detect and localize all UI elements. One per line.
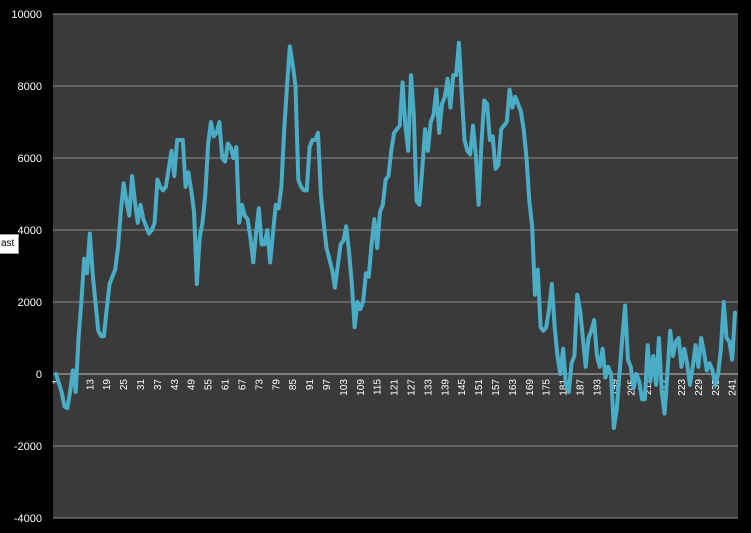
x-tick-label: 85 [288,379,299,391]
x-axis-tick-labels: 1 7 13 19 25 31 37 43 49 55 61 67 73 79 85 91 97 103 109 11… [52,379,739,396]
x-tick-label: 181 [559,379,570,396]
x-tick-label: 91 [305,379,316,391]
x-tick-label: 241 [728,379,739,396]
x-tick-label: 187 [576,379,587,396]
x-tick-label: 37 [153,379,164,391]
x-tick-label: 25 [119,379,130,391]
y-tick-label: 8000 [18,81,42,93]
x-tick-label: 193 [592,379,603,396]
x-tick-label: 157 [491,379,502,396]
x-tick-label: 49 [187,379,198,391]
x-tick-label: 109 [356,379,367,396]
x-tick-label: 115 [373,379,384,395]
x-tick-label: 139 [440,379,451,396]
x-tick-label: 145 [457,379,468,396]
x-tick-label: 67 [237,379,248,391]
x-tick-label: 229 [694,379,705,396]
gridlines [53,13,738,519]
y-tick-label: 6000 [18,153,42,165]
x-tick-label: 31 [136,379,147,391]
x-tick-label: 103 [339,379,350,396]
x-tick-label: 55 [204,379,215,391]
x-tick-label: 13 [85,379,96,391]
x-tick-label: 235 [711,379,722,396]
y-tick-label: -2000 [14,441,42,453]
x-tick-label: 61 [221,379,232,391]
series-line [54,40,737,430]
y-tick-label: -4000 [14,513,42,525]
x-tick-label: 199 [609,379,620,396]
x-tick-label: 223 [677,379,688,396]
x-tick-label: 151 [474,379,485,396]
series-layer [54,40,737,430]
x-tick-label: 133 [423,379,434,396]
y-tick-label: 0 [36,369,42,381]
tooltip: ast [0,234,20,254]
tooltip-text: ast [1,238,15,249]
x-tick-label: 19 [102,379,113,391]
x-tick-label: 163 [508,379,519,396]
y-tick-label: 4000 [18,225,42,237]
x-tick-label: 97 [322,379,333,391]
x-tick-label: 43 [170,379,181,391]
x-tick-label: 169 [525,379,536,396]
x-tick-label: 175 [542,379,553,396]
y-axis-tick-labels: -4000 -2000 0 2000 4000 6000 8000 10000 [11,9,42,525]
plot-area [53,14,738,518]
x-tick-label: 73 [254,379,265,391]
x-tick-label: 121 [390,379,401,396]
y-tick-label: 2000 [18,297,42,309]
x-tick-label: 211 [643,379,654,395]
x-tick-label: 79 [271,379,282,391]
y-tick-label: 10000 [11,9,42,21]
x-tick-label: 127 [406,379,417,396]
